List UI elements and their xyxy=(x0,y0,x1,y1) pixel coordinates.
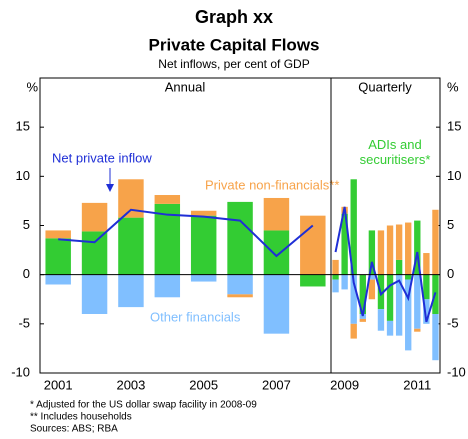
bar xyxy=(300,274,326,287)
y-tick-label: 5 xyxy=(23,217,30,232)
bar xyxy=(190,210,217,216)
bar xyxy=(368,230,376,275)
y-tick-label: -10 xyxy=(11,364,30,379)
annotation: Net private inflow xyxy=(52,150,152,165)
bar xyxy=(227,294,253,298)
bar xyxy=(154,274,181,298)
bar xyxy=(154,195,181,204)
x-tick-label: 2003 xyxy=(116,377,145,392)
bar xyxy=(414,328,421,332)
y-unit: % xyxy=(447,79,459,94)
bar xyxy=(377,230,385,275)
y-tick-label: 5 xyxy=(447,217,454,232)
net-line xyxy=(58,208,314,258)
bar xyxy=(405,274,412,280)
bar xyxy=(227,201,253,275)
bar xyxy=(423,253,430,275)
bar xyxy=(350,323,357,339)
annotation: Other financials xyxy=(150,309,241,324)
x-tick-label: 2001 xyxy=(44,377,73,392)
bar xyxy=(332,279,339,293)
y-tick-label: 0 xyxy=(23,266,30,281)
y-tick-label: 15 xyxy=(447,119,461,134)
bar xyxy=(45,238,71,275)
chart-subtitle: Net inflows, per cent of GDP xyxy=(158,57,309,71)
bar xyxy=(395,224,403,260)
bar xyxy=(386,225,394,275)
bar xyxy=(81,231,108,275)
bar xyxy=(190,274,217,282)
bar xyxy=(350,274,357,324)
bar xyxy=(300,215,326,275)
x-tick-label: 2005 xyxy=(189,377,218,392)
annotation: Private non-financials** xyxy=(205,177,339,192)
bar xyxy=(368,279,376,300)
bar xyxy=(350,179,357,275)
y-tick-label: -5 xyxy=(18,315,30,330)
bar xyxy=(263,230,290,275)
bar xyxy=(414,220,421,275)
bar xyxy=(377,309,385,331)
bar xyxy=(395,259,403,275)
bar xyxy=(386,274,394,321)
annotation: ADIs and securitisers* xyxy=(359,137,431,167)
panel-title: Quarterly xyxy=(358,79,412,94)
bar xyxy=(341,274,348,290)
bar xyxy=(359,318,366,322)
y-tick-label: 10 xyxy=(447,168,461,183)
bar xyxy=(332,259,339,275)
chart-subtitle: Private Capital Flows xyxy=(149,35,320,54)
y-tick-label: -5 xyxy=(447,315,459,330)
bar xyxy=(341,213,348,275)
bar xyxy=(423,299,430,324)
x-tick-label: 2011 xyxy=(403,377,431,392)
bar xyxy=(263,274,290,334)
bar xyxy=(386,320,394,336)
x-tick-label: 2007 xyxy=(262,377,291,392)
bar xyxy=(432,209,439,275)
bar xyxy=(423,274,430,300)
chart-title: Graph xx xyxy=(195,7,273,27)
bar xyxy=(405,279,412,351)
bar xyxy=(332,274,339,280)
bar xyxy=(45,230,71,239)
y-tick-label: 10 xyxy=(16,168,30,183)
footnote: Sources: ABS; RBA xyxy=(30,424,118,435)
bar xyxy=(81,274,108,314)
net-line xyxy=(334,206,437,323)
bar xyxy=(81,202,108,232)
bar xyxy=(405,222,412,275)
bar xyxy=(263,197,290,231)
footnote: * Adjusted for the US dollar swap facili… xyxy=(30,400,257,411)
y-tick-label: 0 xyxy=(447,266,454,281)
panel-title: Annual xyxy=(165,79,206,94)
y-tick-label: -10 xyxy=(447,364,466,379)
bar xyxy=(118,274,144,308)
footnote: ** Includes households xyxy=(30,412,132,423)
bar xyxy=(118,217,144,275)
bar xyxy=(359,314,366,319)
bar xyxy=(414,274,421,329)
bar xyxy=(359,274,366,314)
y-unit: % xyxy=(26,79,38,94)
bar xyxy=(432,314,439,361)
y-tick-label: 15 xyxy=(16,119,30,134)
bar xyxy=(190,215,217,275)
bar xyxy=(368,274,376,280)
arrow-head xyxy=(106,184,114,192)
bar xyxy=(395,274,403,336)
plot-frame xyxy=(39,77,441,374)
x-tick-label: 2009 xyxy=(330,377,359,392)
bar xyxy=(227,274,253,295)
bar xyxy=(45,274,71,285)
